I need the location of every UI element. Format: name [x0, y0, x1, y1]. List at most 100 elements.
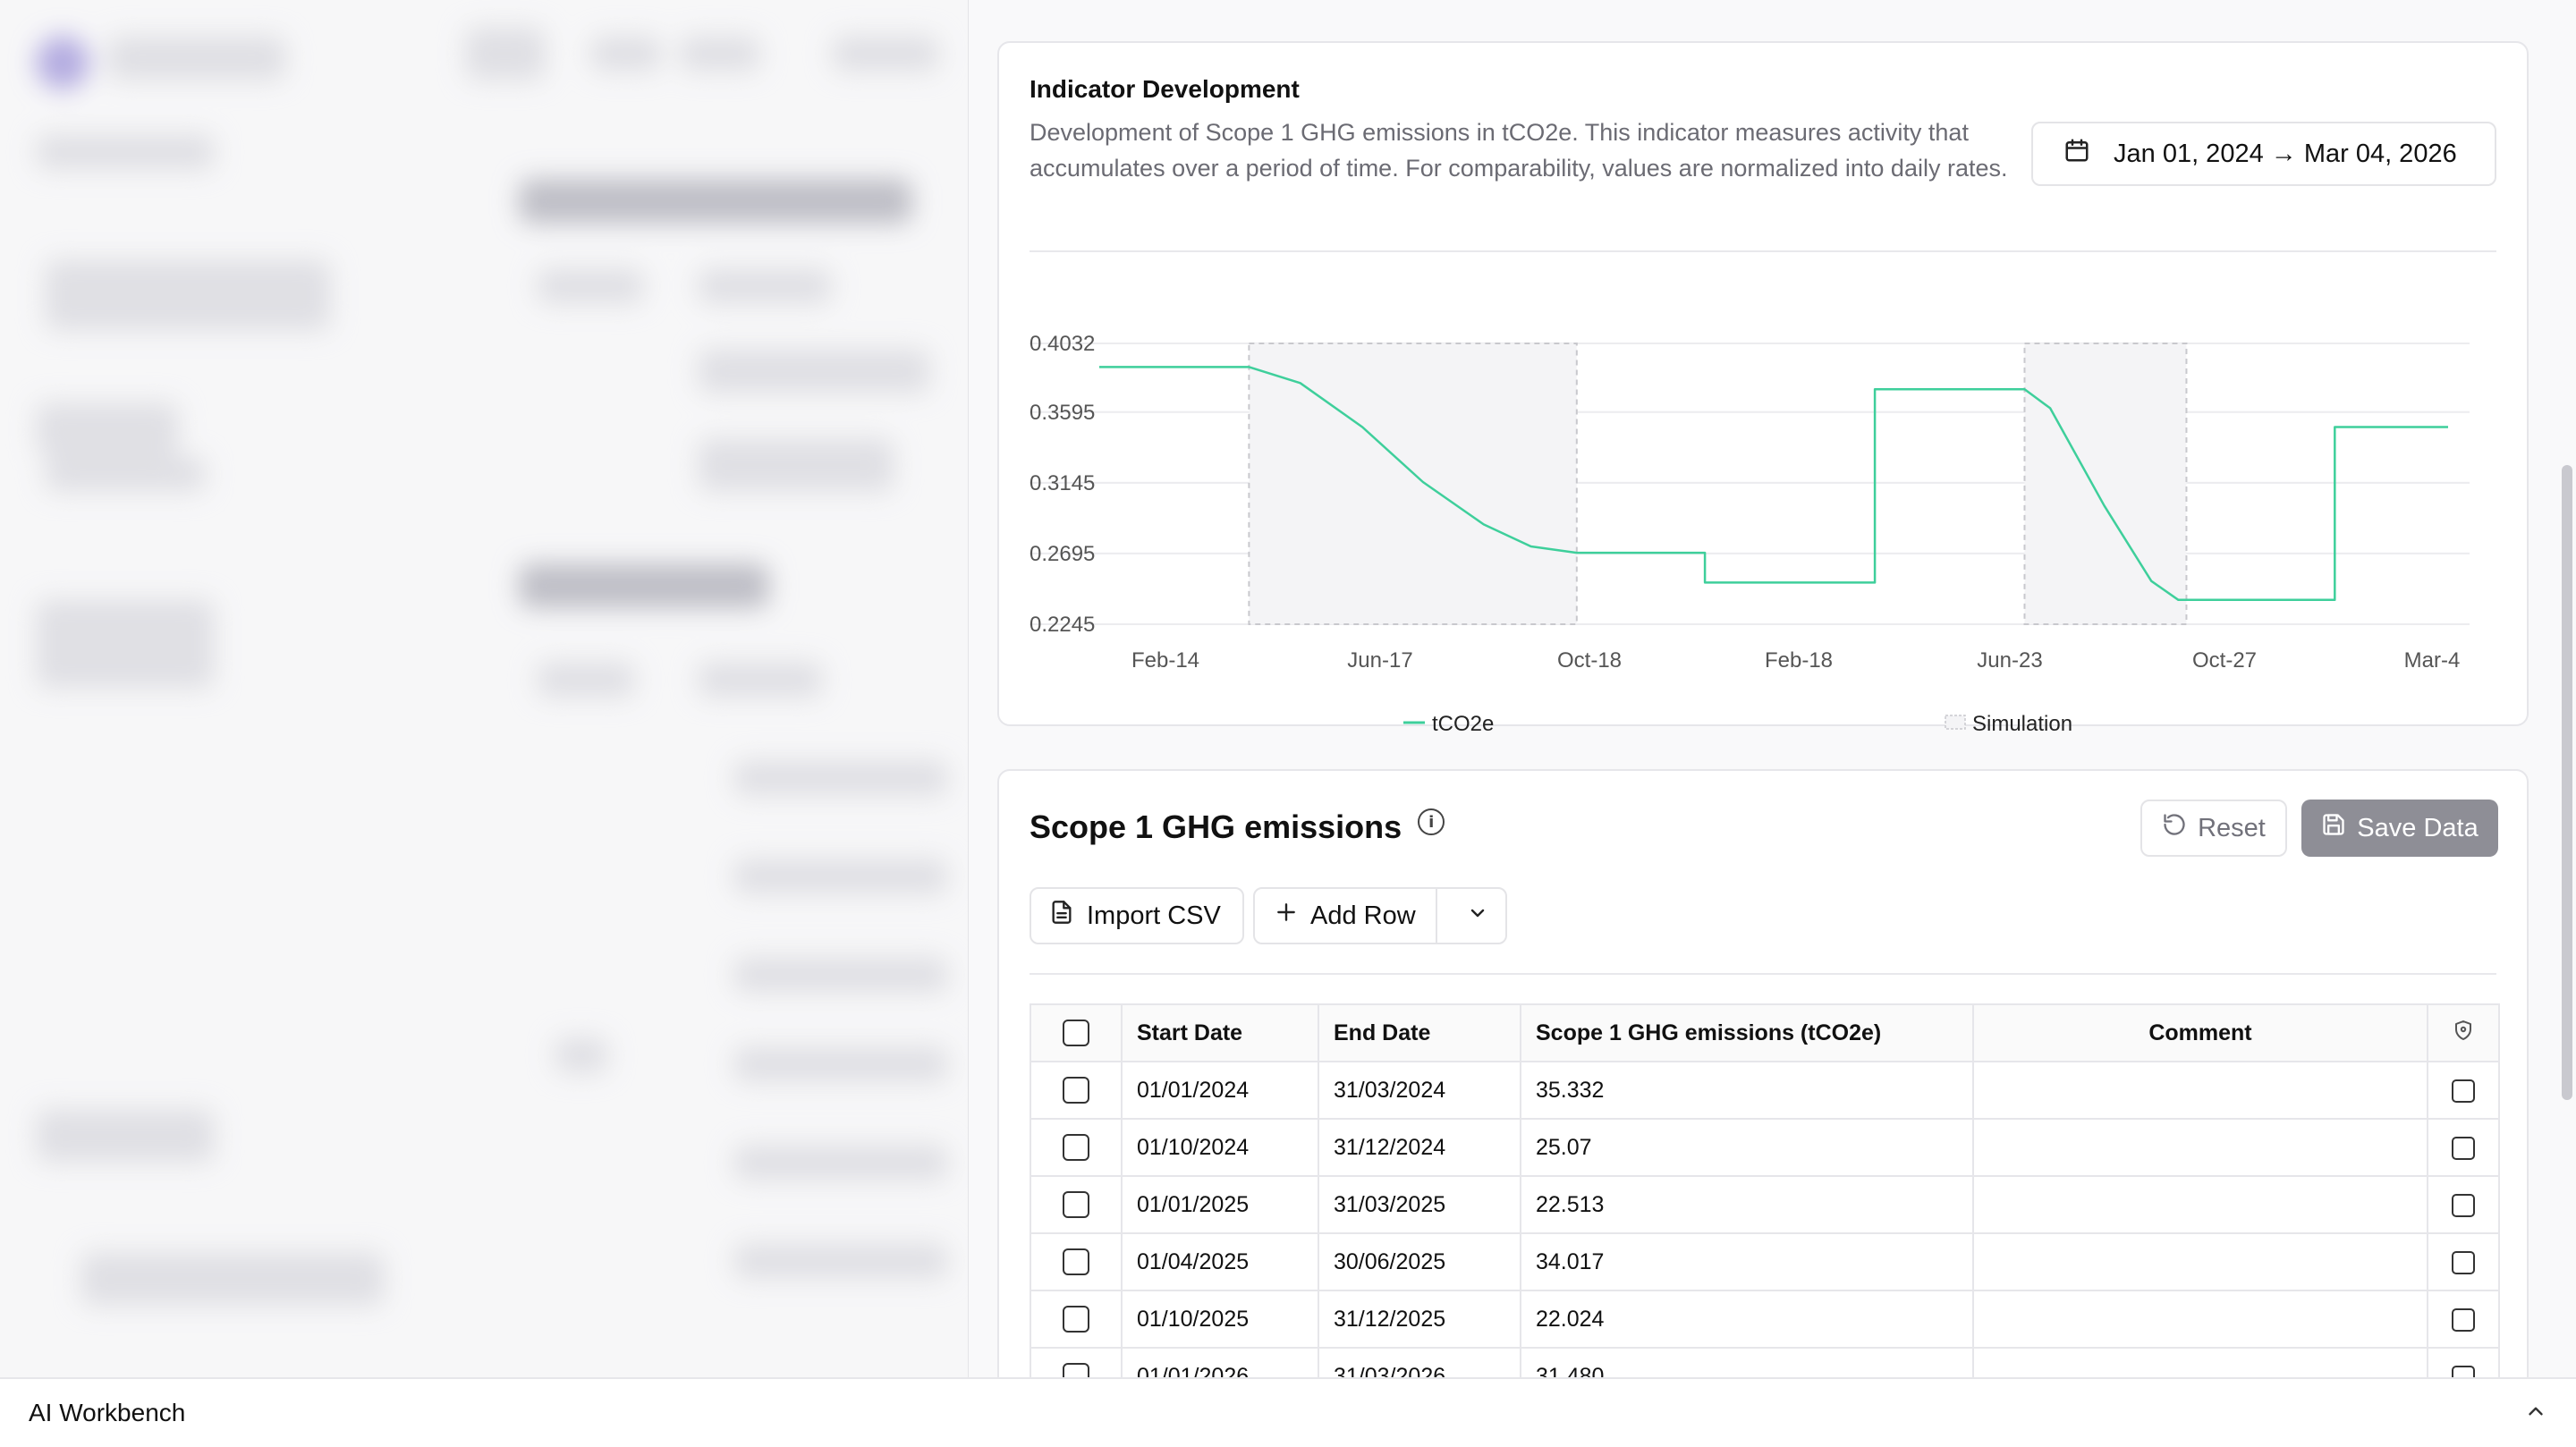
chevron-up-icon[interactable]: [2524, 1400, 2547, 1427]
row-verify-cell: [2427, 1118, 2500, 1177]
row-verify-checkbox[interactable]: [2452, 1307, 2475, 1332]
row-verify-cell: [2427, 1347, 2500, 1377]
x-tick-label: Mar-4: [2404, 648, 2461, 673]
reset-label: Reset: [2198, 813, 2266, 842]
add-row-split-button: Add Row: [1253, 887, 1507, 944]
start-date-cell[interactable]: 01/01/2025: [1121, 1175, 1319, 1234]
end-date-cell[interactable]: 31/12/2024: [1318, 1118, 1521, 1177]
comment-cell[interactable]: [1972, 1232, 2428, 1291]
select-all-cell: [1030, 1003, 1123, 1062]
row-verify-cell: [2427, 1061, 2500, 1120]
date-range-button[interactable]: Jan 01, 2024 → Mar 04, 2026: [2031, 122, 2496, 186]
start-date-cell[interactable]: 01/04/2025: [1121, 1232, 1319, 1291]
comment-cell[interactable]: [1972, 1061, 2428, 1120]
ai-workbench-title: AI Workbench: [29, 1399, 186, 1426]
legend-label-tco2e: tCO2e: [1432, 712, 1494, 736]
plus-icon: [1275, 901, 1298, 931]
value-cell[interactable]: 35.332: [1520, 1061, 1974, 1120]
chevron-down-icon: [1467, 901, 1488, 931]
x-tick-label: Oct-27: [2192, 648, 2257, 673]
row-select-checkbox[interactable]: [1063, 1134, 1089, 1162]
comment-cell[interactable]: [1972, 1118, 2428, 1177]
row-verify-cell: [2427, 1175, 2500, 1234]
end-date-cell[interactable]: 31/03/2024: [1318, 1061, 1521, 1120]
legend-label-simulation: Simulation: [1972, 712, 2072, 736]
column-header-start-date[interactable]: Start Date: [1121, 1003, 1319, 1062]
row-select-checkbox[interactable]: [1063, 1077, 1089, 1104]
row-select-checkbox[interactable]: [1063, 1363, 1089, 1377]
row-select-cell: [1030, 1061, 1123, 1120]
table-row[interactable]: 01/01/2025 31/03/2025 22.513: [1030, 1175, 2500, 1234]
end-date-cell[interactable]: 31/03/2026: [1318, 1347, 1521, 1377]
value-cell[interactable]: 25.07: [1520, 1118, 1974, 1177]
add-row-options-button[interactable]: [1450, 889, 1505, 943]
column-header-comment[interactable]: Comment: [1972, 1003, 2428, 1062]
end-date-cell[interactable]: 31/03/2025: [1318, 1175, 1521, 1234]
detail-side-panel: Indicator Development Development of Sco…: [968, 0, 2576, 1377]
row-select-cell: [1030, 1175, 1123, 1234]
emissions-table: Start Date End Date Scope 1 GHG emission…: [1030, 1003, 2500, 1377]
row-verify-checkbox[interactable]: [2452, 1365, 2475, 1377]
row-verify-cell: [2427, 1232, 2500, 1291]
comment-cell[interactable]: [1972, 1347, 2428, 1377]
end-date-cell[interactable]: 30/06/2025: [1318, 1232, 1521, 1291]
table-card-title-wrap: Scope 1 GHG emissions i: [1030, 808, 1445, 846]
calendar-icon: [2063, 137, 2090, 171]
import-csv-button[interactable]: Import CSV: [1030, 887, 1244, 944]
column-header-value[interactable]: Scope 1 GHG emissions (tCO2e): [1520, 1003, 1974, 1062]
table-row[interactable]: 01/04/2025 30/06/2025 34.017: [1030, 1232, 2500, 1291]
column-header-end-date[interactable]: End Date: [1318, 1003, 1521, 1062]
chart-divider: [1030, 250, 2496, 252]
reset-button[interactable]: Reset: [2140, 800, 2287, 857]
ai-workbench-bar[interactable]: AI Workbench: [0, 1377, 2576, 1447]
select-all-checkbox[interactable]: [1063, 1020, 1089, 1047]
table-row[interactable]: 01/01/2026 31/03/2026 31.480: [1030, 1347, 2500, 1377]
row-select-cell: [1030, 1232, 1123, 1291]
row-verify-checkbox[interactable]: [2452, 1079, 2475, 1103]
table-divider: [1030, 973, 2496, 975]
start-date-cell[interactable]: 01/10/2025: [1121, 1290, 1319, 1349]
row-verify-checkbox[interactable]: [2452, 1136, 2475, 1160]
indicator-development-card: Indicator Development Development of Sco…: [997, 41, 2529, 736]
simulation-region: [1248, 343, 1578, 625]
verification-header-cell: [2427, 1003, 2500, 1062]
value-cell[interactable]: 22.024: [1520, 1290, 1974, 1349]
indicator-line-chart: 0.2245 0.2695 0.3145 0.3595 0.4032 Feb-14 Jun…: [1030, 332, 2470, 736]
table-header-row: Start Date End Date Scope 1 GHG emission…: [1030, 1003, 2500, 1062]
x-tick-label: Feb-14: [1131, 648, 1199, 673]
row-select-checkbox[interactable]: [1063, 1191, 1089, 1219]
table-card-title: Scope 1 GHG emissions: [1030, 808, 1402, 845]
x-tick-label: Jun-17: [1347, 648, 1412, 673]
table-row[interactable]: 01/10/2025 31/12/2025 22.024: [1030, 1290, 2500, 1349]
panel-scrollbar[interactable]: [2562, 465, 2572, 1100]
y-tick-label: 0.3595: [1030, 401, 1095, 425]
row-verify-checkbox[interactable]: [2452, 1250, 2475, 1274]
value-cell[interactable]: 34.017: [1520, 1232, 1974, 1291]
table-row[interactable]: 01/10/2024 31/12/2024 25.07: [1030, 1118, 2500, 1177]
row-select-cell: [1030, 1347, 1123, 1377]
y-tick-label: 0.2695: [1030, 542, 1095, 566]
date-range-label: Jan 01, 2024 → Mar 04, 2026: [2114, 139, 2457, 168]
chart-card-title: Indicator Development: [1030, 75, 1300, 103]
y-tick-label: 0.4032: [1030, 332, 1095, 356]
save-data-label: Save Data: [2357, 813, 2479, 842]
floppy-disk-icon: [2321, 812, 2346, 844]
value-cell[interactable]: 31.480: [1520, 1347, 1974, 1377]
start-date-cell[interactable]: 01/10/2024: [1121, 1118, 1319, 1177]
background-app-blurred: [0, 0, 984, 1377]
start-date-cell[interactable]: 01/01/2024: [1121, 1061, 1319, 1120]
table-row[interactable]: 01/01/2024 31/03/2024 35.332: [1030, 1061, 2500, 1120]
comment-cell[interactable]: [1972, 1175, 2428, 1234]
start-date-cell[interactable]: 01/01/2026: [1121, 1347, 1319, 1377]
row-select-checkbox[interactable]: [1063, 1306, 1089, 1333]
save-data-button[interactable]: Save Data: [2301, 800, 2498, 857]
row-verify-checkbox[interactable]: [2452, 1193, 2475, 1217]
file-text-icon: [1049, 900, 1074, 932]
data-entry-card: Scope 1 GHG emissions i Reset Save Data: [997, 769, 2529, 1377]
info-icon[interactable]: i: [1418, 808, 1445, 835]
value-cell[interactable]: 22.513: [1520, 1175, 1974, 1234]
end-date-cell[interactable]: 31/12/2025: [1318, 1290, 1521, 1349]
comment-cell[interactable]: [1972, 1290, 2428, 1349]
add-row-button[interactable]: Add Row: [1255, 889, 1437, 943]
row-select-checkbox[interactable]: [1063, 1248, 1089, 1276]
